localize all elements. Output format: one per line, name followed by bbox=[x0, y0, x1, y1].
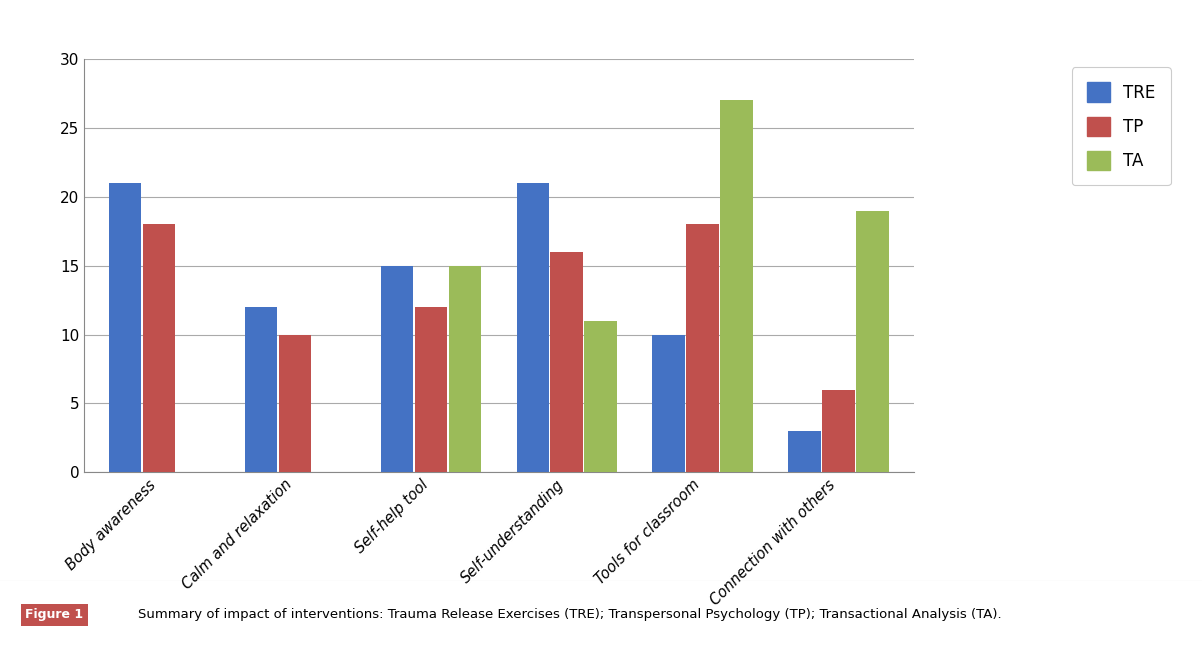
Bar bbox=[448, 266, 481, 472]
Bar bbox=[551, 252, 583, 472]
Bar bbox=[584, 321, 617, 472]
Bar bbox=[517, 183, 549, 472]
Bar bbox=[686, 224, 719, 472]
Text: Summary of impact of interventions: Trauma Release Exercises (TRE); Transpersona: Summary of impact of interventions: Trau… bbox=[138, 608, 1001, 621]
Bar bbox=[415, 307, 447, 472]
Bar bbox=[720, 100, 754, 472]
Bar bbox=[108, 183, 142, 472]
Legend: TRE, TP, TA: TRE, TP, TA bbox=[1072, 68, 1171, 185]
Bar bbox=[653, 335, 685, 472]
Bar bbox=[381, 266, 413, 472]
Text: Figure 1: Figure 1 bbox=[25, 608, 83, 621]
Bar bbox=[244, 307, 278, 472]
Bar bbox=[822, 390, 855, 472]
Bar bbox=[856, 211, 889, 472]
Bar bbox=[143, 224, 175, 472]
Bar bbox=[279, 335, 311, 472]
Bar bbox=[789, 431, 821, 472]
